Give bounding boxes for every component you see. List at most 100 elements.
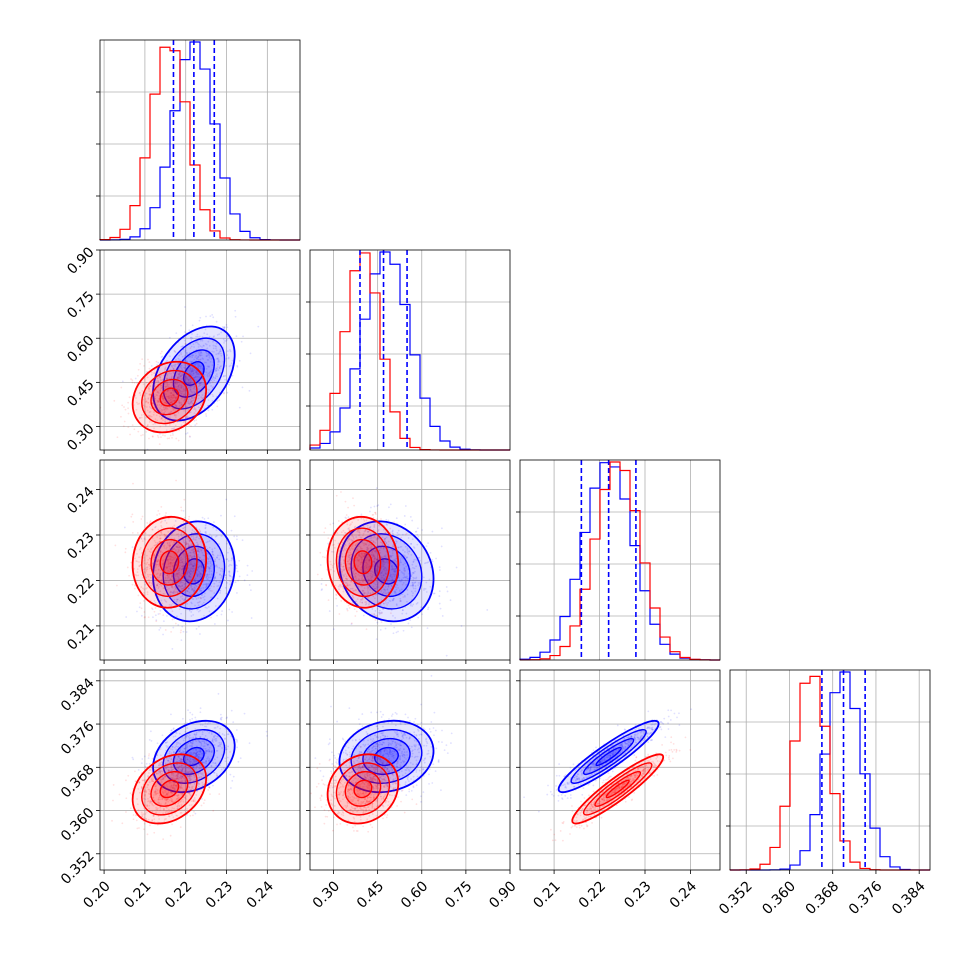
blue-sample-point [214,564,217,567]
blue-sample-point [198,354,201,356]
red-sample-point [167,385,170,388]
blue-sample-point [174,397,177,399]
red-sample-point [163,412,166,415]
blue-sample-point [221,575,223,578]
blue-sample-point [163,412,165,415]
blue-sample-point [180,403,183,406]
red-sample-point [186,416,189,419]
red-sample-point [170,533,173,536]
blue-sample-point [168,579,171,582]
blue-sample-point [249,352,252,355]
scatter-panel-2-0 [96,459,301,664]
red-sample-point [157,401,160,404]
red-sample-point [172,408,175,410]
blue-sample-point [231,374,234,377]
blue-sample-point [218,566,221,569]
red-sample-point [196,372,198,374]
blue-sample-point [170,410,172,413]
red-sample-point [179,631,182,634]
red-sample-point [191,368,194,371]
blue-sample-point [196,333,199,336]
red-sample-point [197,363,199,366]
red-sample-point [140,607,143,610]
blue-sample-point [195,354,198,357]
blue-sample-point [177,624,180,626]
red-sample-point [185,375,188,378]
blue-sample-point [143,755,146,758]
red-sample-point [168,397,171,400]
blue-sample-point [218,352,220,355]
red-sample-point [188,397,191,400]
red-sample-point [189,575,191,578]
blue-sample-point [379,628,382,631]
blue-sample-point [208,567,211,569]
blue-sample-point [184,349,187,352]
blue-sample-point [176,615,178,618]
blue-sample-point [229,364,232,367]
blue-sample-point [159,550,162,552]
blue-sample-point [232,775,235,778]
red-sample-point [131,583,134,586]
red-sample-point [132,482,134,485]
red-sample-point [176,377,179,379]
blue-sample-point [225,365,228,367]
red-sample-point [170,396,173,399]
blue-sample-point [189,382,192,385]
blue-sample-point [156,584,159,587]
red-sample-point [142,599,145,602]
blue-sample-point [143,538,146,540]
blue-sample-point [211,550,214,553]
blue-sample-point [194,388,197,391]
blue-sample-point [181,568,184,571]
red-sample-point [178,399,180,402]
blue-sample-point [183,359,186,362]
blue-sample-point [177,551,179,553]
red-sample-point [329,523,332,526]
red-sample-point [170,630,173,633]
red-sample-point [185,416,188,419]
blue-sample-point [177,368,180,371]
blue-sample-point [198,384,201,387]
red-sample-point [145,400,147,403]
blue-sample-point [438,595,441,597]
blue-sample-point [213,576,216,579]
blue-sample-point [154,602,157,604]
blue-sample-point [185,596,188,598]
red-sample-point [155,380,158,383]
blue-sample-point [197,549,200,552]
red-sample-point [340,600,343,602]
red-sample-point [155,414,158,417]
blue-sample-point [183,399,186,402]
blue-sample-point [198,570,200,573]
blue-sample-point [225,574,227,577]
blue-sample-point [196,608,198,611]
blue-sample-point [176,563,178,566]
red-sample-point [170,401,173,404]
blue-sample-point [435,557,437,560]
blue-sample-point [219,372,222,375]
red-sample-point [180,403,183,406]
blue-sample-point [200,354,203,357]
blue-sample-point [174,586,177,589]
red-sample-point [133,584,136,587]
blue-sample-point [197,573,200,576]
blue-sample-point [215,580,218,583]
blue-sample-point [140,537,143,539]
blue-sample-point [219,365,222,368]
blue-sample-point [192,397,195,399]
red-sample-point [163,383,166,385]
red-sample-point [166,374,169,377]
red-sample-point [150,371,153,374]
blue-sample-point [194,370,197,373]
blue-sample-point [213,521,215,524]
blue-sample-point [214,605,217,607]
red-sample-point [173,399,175,402]
blue-sample-point [229,773,232,776]
blue-sample-point [189,355,192,358]
blue-sample-point [206,347,209,350]
red-sample-point [170,375,173,378]
red-sample-point [159,376,162,379]
blue-sample-point [157,361,160,364]
red-sample-point [127,426,130,429]
blue-sample-point [183,583,186,586]
